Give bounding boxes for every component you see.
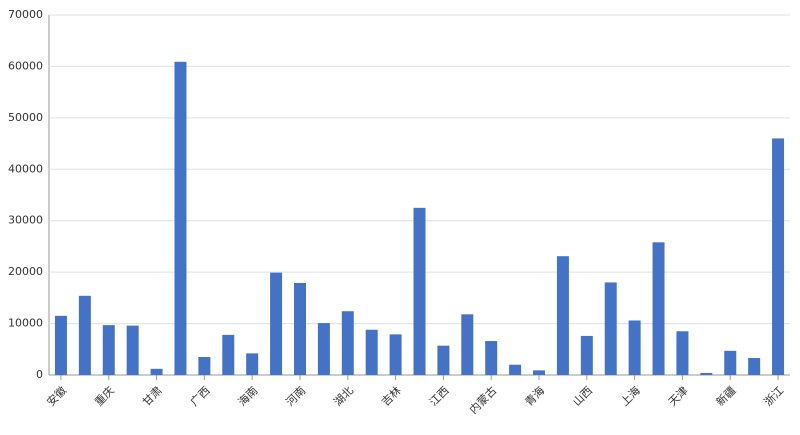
x-tick-label: 山西 <box>570 384 595 409</box>
bar <box>54 315 67 375</box>
x-tick-label: 甘肃 <box>140 384 165 409</box>
bar <box>461 314 474 375</box>
x-tick-label: 广西 <box>188 384 213 409</box>
y-tick-label: 20000 <box>8 265 43 278</box>
bar <box>509 364 522 375</box>
x-tick-label: 吉林 <box>378 383 403 408</box>
bar <box>222 334 235 375</box>
bar <box>700 372 713 375</box>
x-tick-label: 天津 <box>666 384 691 409</box>
bar <box>628 320 641 375</box>
bar <box>533 370 546 375</box>
x-tick-label: 河南 <box>283 384 308 409</box>
x-tick-label: 海南 <box>235 383 260 408</box>
x-tick-label: 上海 <box>617 383 642 408</box>
bar <box>150 368 163 375</box>
bar <box>341 311 354 375</box>
x-tick-label: 新疆 <box>713 383 738 408</box>
y-tick-label: 10000 <box>8 317 43 330</box>
y-tick-label: 60000 <box>8 59 43 72</box>
bar <box>365 329 378 375</box>
bar <box>652 242 665 375</box>
bar <box>174 61 187 376</box>
bar <box>102 325 115 375</box>
bar <box>604 282 617 375</box>
x-tick-label: 湖北 <box>331 384 356 409</box>
x-tick-label: 浙江 <box>762 384 787 409</box>
x-tick-label: 江西 <box>427 384 452 409</box>
bar <box>389 334 402 375</box>
bar <box>485 341 498 375</box>
bar <box>556 256 569 375</box>
bar <box>246 353 259 375</box>
bar <box>317 323 330 375</box>
y-tick-label: 0 <box>36 368 43 381</box>
bar <box>270 272 283 375</box>
bar <box>126 325 139 375</box>
y-tick-label: 30000 <box>8 214 43 227</box>
bar <box>198 357 211 375</box>
y-tick-label: 40000 <box>8 162 43 175</box>
bar <box>293 282 306 375</box>
bar <box>772 138 785 375</box>
y-tick-label: 70000 <box>8 8 43 21</box>
x-tick-label: 内蒙古 <box>466 383 499 416</box>
x-tick-label: 青海 <box>522 383 547 408</box>
x-tick-label: 重庆 <box>92 383 117 408</box>
bar <box>413 207 426 375</box>
x-tick-label: 安徽 <box>44 383 69 408</box>
y-tick-label: 50000 <box>8 111 43 124</box>
bar <box>748 358 761 375</box>
bar <box>78 295 91 375</box>
bar <box>580 335 593 375</box>
bar <box>437 345 450 375</box>
bar <box>724 350 737 375</box>
bar <box>676 331 689 375</box>
